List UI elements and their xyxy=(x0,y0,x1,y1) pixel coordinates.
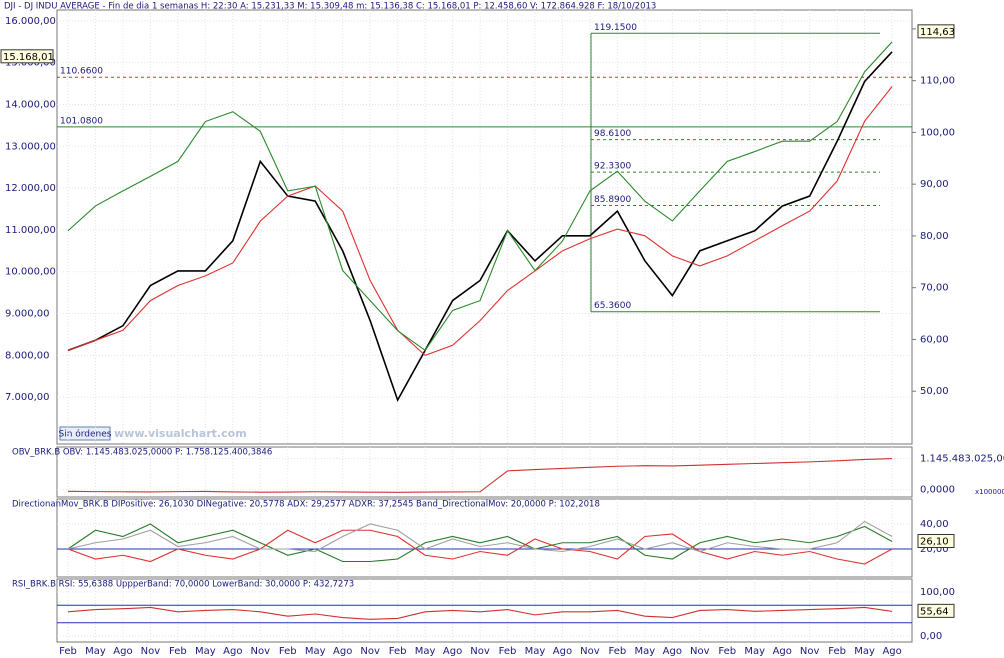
y2-tick-label: 90,00 xyxy=(920,179,949,190)
series-line xyxy=(67,529,893,565)
series-line xyxy=(67,458,893,493)
y2-tick-label: 80,00 xyxy=(920,231,949,242)
level-label: 65.3600 xyxy=(594,301,631,311)
x-tick-label: Nov xyxy=(141,646,161,657)
y-tick-label: 8.000,00 xyxy=(5,350,50,361)
series-line xyxy=(67,520,893,553)
panel-title: OBV_BRK.B OBV: 1.145.483.025,0000 P: 1.7… xyxy=(12,448,272,458)
x-tick-label: Nov xyxy=(800,646,820,657)
y-tick-label: 10.000,00 xyxy=(5,267,56,278)
level-label: 110.6600 xyxy=(60,67,103,77)
panel xyxy=(56,578,913,643)
x-tick-label: Nov xyxy=(690,646,710,657)
y-tick-label: 14.000,00 xyxy=(5,99,56,110)
series-line xyxy=(67,51,893,403)
y-tick-label: 100,00 xyxy=(920,587,955,598)
panel xyxy=(56,9,913,445)
x-tick-label: May xyxy=(305,646,326,657)
x-tick-label: Ago xyxy=(663,646,682,657)
y-tick-label: 7.000,00 xyxy=(5,392,50,403)
x-tick-label: Nov xyxy=(251,646,271,657)
x-tick-label: Feb xyxy=(499,646,517,657)
series-line xyxy=(67,606,893,620)
last-value-box xyxy=(917,534,955,548)
last-value-label: 26,10 xyxy=(920,537,949,548)
last-value-box xyxy=(917,603,955,618)
x-tick-label: May xyxy=(195,646,216,657)
x-tick-label: Ago xyxy=(882,646,901,657)
orders-button[interactable] xyxy=(59,426,111,441)
y-tick-label: 0,0000 xyxy=(920,485,955,496)
x-tick-label: May xyxy=(744,646,765,657)
x-tick-label: Ago xyxy=(773,646,792,657)
x-tick-label: Feb xyxy=(718,646,736,657)
last-value-label: 15.168,01 xyxy=(3,52,54,63)
y-tick-label: 16.000,00 xyxy=(5,16,56,27)
x-tick-label: Feb xyxy=(169,646,187,657)
orders-button-label[interactable]: Sin órdenes xyxy=(58,429,111,440)
y-tick-label: 0,00 xyxy=(920,631,942,642)
y2-tick-label: 70,00 xyxy=(920,283,949,294)
y2-tick-label: 100,00 xyxy=(920,127,955,138)
panel-title: DirectionanMov_BRK.B DIPositive: 26,1030… xyxy=(12,500,600,510)
y-tick-label: 40,00 xyxy=(920,519,949,530)
x-tick-label: May xyxy=(525,646,546,657)
x-tick-label: Nov xyxy=(470,646,490,657)
y-tick-label: 11.000,00 xyxy=(5,225,56,236)
series-line xyxy=(67,86,893,356)
y2-tick-label: 60,00 xyxy=(920,334,949,345)
watermark: www.visualchart.com xyxy=(114,427,247,440)
last-value-box xyxy=(917,24,955,39)
last-value-label: 55,64 xyxy=(920,606,949,617)
y2-tick-label: 50,00 xyxy=(920,386,949,397)
x-tick-label: Ago xyxy=(333,646,352,657)
x-tick-label: Ago xyxy=(553,646,572,657)
x-tick-label: Feb xyxy=(59,646,77,657)
level-label: 101.0800 xyxy=(60,116,103,126)
y-tick-label: 9.000,00 xyxy=(5,309,50,320)
y-tick-label: 1.145.483.025,0000 xyxy=(920,453,1004,464)
x-tick-label: Feb xyxy=(279,646,297,657)
panel-title: DJI - DJ INDU AVERAGE - Fin de dia 1 sem… xyxy=(4,2,656,12)
panel xyxy=(56,446,913,498)
x-tick-label: Ago xyxy=(443,646,462,657)
last-value-label: 114,63 xyxy=(920,27,955,38)
panel xyxy=(56,498,913,578)
unit-label: x100000 xyxy=(975,488,1004,496)
y-tick-label: 20,00 xyxy=(920,544,949,555)
x-tick-label: Nov xyxy=(360,646,380,657)
panel-title: RSI_BRK.B RSI: 55,6388 UppperBand: 70,00… xyxy=(12,580,354,590)
x-tick-label: Feb xyxy=(828,646,846,657)
level-label: 98.6100 xyxy=(594,129,631,139)
series-line xyxy=(67,523,893,563)
last-value-box xyxy=(0,49,54,64)
y-tick-label: 13.000,00 xyxy=(5,141,56,152)
x-tick-label: Feb xyxy=(609,646,627,657)
level-label: 85.8900 xyxy=(594,195,631,205)
x-tick-label: Ago xyxy=(223,646,242,657)
x-tick-label: May xyxy=(635,646,656,657)
y2-tick-label: 110,00 xyxy=(920,76,955,87)
series-line xyxy=(67,41,893,352)
x-tick-label: Ago xyxy=(113,646,132,657)
level-label: 119.1500 xyxy=(594,23,637,33)
x-tick-label: May xyxy=(85,646,106,657)
x-tick-label: May xyxy=(854,646,875,657)
x-tick-label: May xyxy=(415,646,436,657)
x-tick-label: Feb xyxy=(389,646,407,657)
x-tick-label: Nov xyxy=(580,646,600,657)
y-tick-label: 12.000,00 xyxy=(5,183,56,194)
level-label: 92.3300 xyxy=(594,162,631,172)
